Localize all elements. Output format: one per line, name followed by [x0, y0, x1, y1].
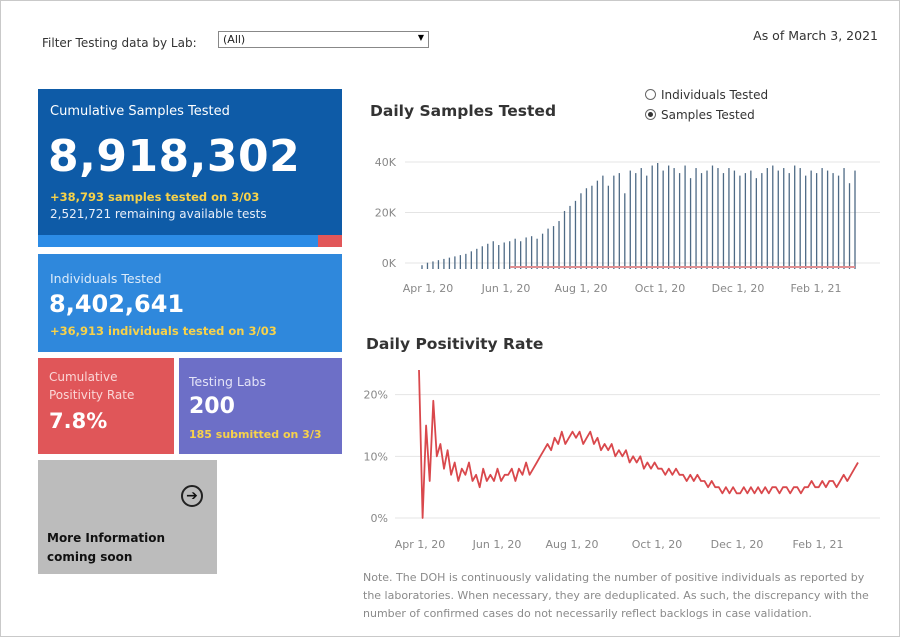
positivity-title-line2: Positivity Rate [49, 388, 135, 402]
as-of-date: As of March 3, 2021 [753, 28, 878, 43]
y-tick-label: 0K [382, 257, 397, 270]
radio-individuals-label: Individuals Tested [661, 88, 769, 102]
labs-submitted: 185 submitted on 3/3 [189, 428, 322, 441]
samples-today: +38,793 samples tested on 3/03 [50, 190, 260, 204]
x-tick-label: Oct 1, 20 [635, 282, 686, 295]
x-tick-label: Apr 1, 20 [403, 282, 454, 295]
testing-labs-value: 200 [189, 394, 235, 419]
individuals-tested-value: 8,402,641 [49, 290, 185, 318]
cumulative-samples-card: Cumulative Samples Tested 8,918,302 +38,… [38, 89, 342, 247]
individuals-today: +36,913 individuals tested on 3/03 [50, 324, 277, 338]
testing-labs-card: Testing Labs 200 185 submitted on 3/3 [179, 358, 342, 454]
individuals-tested-title: Individuals Tested [50, 271, 162, 286]
x-tick-label: Feb 1, 21 [793, 538, 844, 551]
individuals-tested-card: Individuals Tested 8,402,641 +36,913 ind… [38, 254, 342, 352]
cumulative-samples-title: Cumulative Samples Tested [50, 104, 230, 119]
remaining-tests: 2,521,721 remaining available tests [50, 207, 267, 221]
radio-samples-label: Samples Tested [661, 108, 755, 122]
radio-individuals-tested[interactable]: Individuals Tested [645, 88, 768, 102]
y-tick-label: 10% [364, 450, 388, 463]
note-text: Note. The DOH is continuously validating… [363, 571, 869, 620]
y-tick-label: 20% [364, 389, 388, 402]
radio-button-icon[interactable] [645, 89, 656, 100]
lab-filter-value: (All) [223, 33, 246, 46]
cumulative-samples-value: 8,918,302 [48, 131, 301, 182]
positivity-title-line1: Cumulative [49, 370, 118, 384]
radio-button-selected-icon[interactable] [645, 109, 656, 120]
x-tick-label: Dec 1, 20 [712, 282, 765, 295]
positivity-rate-value: 7.8% [49, 409, 108, 433]
positivity-chart-title: Daily Positivity Rate [366, 335, 544, 353]
more-info-line2: coming soon [47, 550, 133, 564]
x-tick-label: Aug 1, 20 [546, 538, 599, 551]
y-tick-label: 40K [375, 156, 397, 169]
x-tick-label: Jun 1, 20 [472, 538, 522, 551]
samples-chart[interactable]: 0K 20K 40K Apr 1, 20 Jun 1, 20 Aug 1, 20 Oct 1… [360, 140, 885, 300]
x-tick-label: Aug 1, 20 [555, 282, 608, 295]
x-tick-label: Dec 1, 20 [711, 538, 764, 551]
samples-chart-title: Daily Samples Tested [370, 102, 557, 120]
x-tick-label: Oct 1, 20 [632, 538, 683, 551]
more-info-line1: More Information [47, 531, 166, 545]
filter-label: Filter Testing data by Lab: [42, 36, 197, 50]
more-information-text: More Information coming soon [47, 529, 165, 567]
positivity-rate-title: Cumulative Positivity Rate [49, 368, 134, 404]
x-tick-label: Apr 1, 20 [395, 538, 446, 551]
y-tick-label: 20K [375, 207, 397, 220]
positivity-line [418, 369, 859, 519]
tests-used-bar [38, 235, 342, 247]
positivity-chart[interactable]: 0% 10% 20% Apr 1, 20 Jun 1, 20 Aug 1, 20 Oct 1… [360, 360, 885, 555]
radio-samples-tested[interactable]: Samples Tested [645, 108, 755, 122]
chevron-down-icon: ▼ [417, 33, 424, 42]
x-tick-label: Jun 1, 20 [481, 282, 531, 295]
testing-labs-title: Testing Labs [189, 374, 266, 389]
positivity-rate-card: Cumulative Positivity Rate 7.8% [38, 358, 174, 454]
x-tick-label: Feb 1, 21 [791, 282, 842, 295]
y-tick-label: 0% [371, 512, 388, 525]
tests-remaining-bar-segment [318, 235, 342, 247]
more-information-card[interactable]: ➔ More Information coming soon [38, 460, 217, 574]
lab-filter-dropdown[interactable]: (All) ▼ [218, 31, 429, 48]
arrow-circle-right-icon[interactable]: ➔ [181, 485, 203, 507]
